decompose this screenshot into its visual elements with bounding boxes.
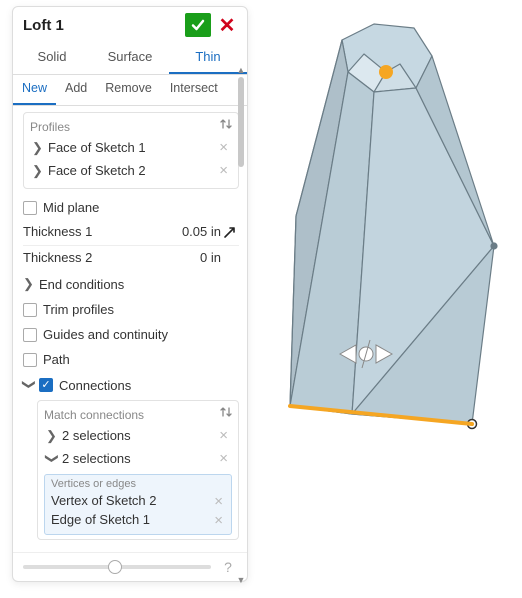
thickness1-input[interactable]: 0.05 in [165, 224, 221, 239]
guides-row[interactable]: Guides and continuity [23, 322, 239, 347]
scroll-down-icon[interactable]: ▼ [237, 575, 245, 585]
subtab-intersect[interactable]: Intersect [161, 75, 227, 105]
chevron-down-icon: ❯ [44, 453, 60, 465]
selection-box: Vertices or edgesVertex of Sketch 2×Edge… [44, 474, 232, 535]
cancel-button[interactable]: ✕ [215, 13, 239, 37]
chevron-down-icon: ❯ [21, 379, 37, 391]
boolean-tabs: NewAddRemoveIntersect [13, 75, 247, 106]
trim-checkbox[interactable] [23, 303, 37, 317]
remove-icon[interactable]: × [212, 493, 225, 510]
selection-item[interactable]: Edge of Sketch 1× [51, 511, 225, 530]
3d-viewport[interactable] [256, 6, 516, 582]
chevron-right-icon: ❯ [23, 276, 35, 292]
remove-icon[interactable]: × [212, 512, 225, 529]
confirm-button[interactable] [185, 13, 211, 37]
connections-checkbox[interactable] [39, 378, 53, 392]
guides-checkbox[interactable] [23, 328, 37, 342]
midplane-label: Mid plane [43, 200, 99, 215]
scrollbar[interactable]: ▲ ▼ [237, 65, 245, 585]
end-conditions-row[interactable]: ❯ End conditions [23, 271, 239, 297]
thickness2-label: Thickness 2 [23, 250, 165, 265]
match-label: Match connections [44, 408, 220, 422]
selection-header: Vertices or edges [51, 477, 225, 492]
profiles-group: Profiles ❯Face of Sketch 1×❯Face of Sket… [23, 112, 239, 189]
match-group[interactable]: ❯2 selections× [44, 424, 232, 447]
help-icon[interactable]: ? [219, 559, 237, 575]
selection-item[interactable]: Vertex of Sketch 2× [51, 492, 225, 511]
thickness1-row: Thickness 1 0.05 in [23, 220, 239, 246]
thickness1-label: Thickness 1 [23, 224, 165, 239]
match-connections-group: Match connections ❯2 selections×❯2 selec… [37, 400, 239, 540]
remove-icon[interactable]: × [217, 450, 230, 467]
body-type-tabs: SolidSurfaceThin [13, 43, 247, 75]
thickness2-input[interactable]: 0 in [165, 250, 221, 265]
tab-solid[interactable]: Solid [13, 43, 91, 74]
remove-icon[interactable]: × [217, 427, 230, 444]
feature-dialog: Loft 1 ✕ SolidSurfaceThin NewAddRemoveIn… [12, 6, 248, 582]
remove-icon[interactable]: × [217, 139, 230, 156]
thickness2-row: Thickness 2 0 in . [23, 246, 239, 271]
chevron-right-icon: ❯ [46, 428, 58, 444]
dialog-footer: ? [13, 552, 247, 581]
path-checkbox[interactable] [23, 353, 37, 367]
profile-item[interactable]: ❯Face of Sketch 1× [30, 136, 232, 159]
scrollbar-thumb[interactable] [238, 77, 244, 167]
match-group[interactable]: ❯2 selections× [44, 447, 232, 470]
options-scroll[interactable]: Profiles ❯Face of Sketch 1×❯Face of Sket… [13, 106, 247, 552]
isocurve-slider[interactable] [23, 565, 211, 569]
reorder-icon[interactable] [220, 405, 232, 424]
midplane-checkbox[interactable] [23, 201, 37, 215]
subtab-new[interactable]: New [13, 75, 56, 105]
tab-thin[interactable]: Thin [169, 43, 247, 74]
scroll-up-icon[interactable]: ▲ [237, 65, 245, 75]
reorder-icon[interactable] [220, 117, 232, 136]
connections-row[interactable]: ❯ Connections [23, 372, 239, 398]
profile-item[interactable]: ❯Face of Sketch 2× [30, 159, 232, 182]
trim-profiles-row[interactable]: Trim profiles [23, 297, 239, 322]
remove-icon[interactable]: × [217, 162, 230, 179]
subtab-remove[interactable]: Remove [96, 75, 161, 105]
slider-thumb[interactable] [108, 560, 122, 574]
midplane-row[interactable]: Mid plane [23, 195, 239, 220]
chevron-right-icon: ❯ [32, 163, 44, 179]
path-row[interactable]: Path [23, 347, 239, 372]
chevron-right-icon: ❯ [32, 140, 44, 156]
dialog-header: Loft 1 ✕ [13, 7, 247, 37]
profiles-label: Profiles [30, 120, 220, 134]
dialog-title: Loft 1 [23, 17, 185, 34]
tab-surface[interactable]: Surface [91, 43, 169, 74]
subtab-add[interactable]: Add [56, 75, 96, 105]
